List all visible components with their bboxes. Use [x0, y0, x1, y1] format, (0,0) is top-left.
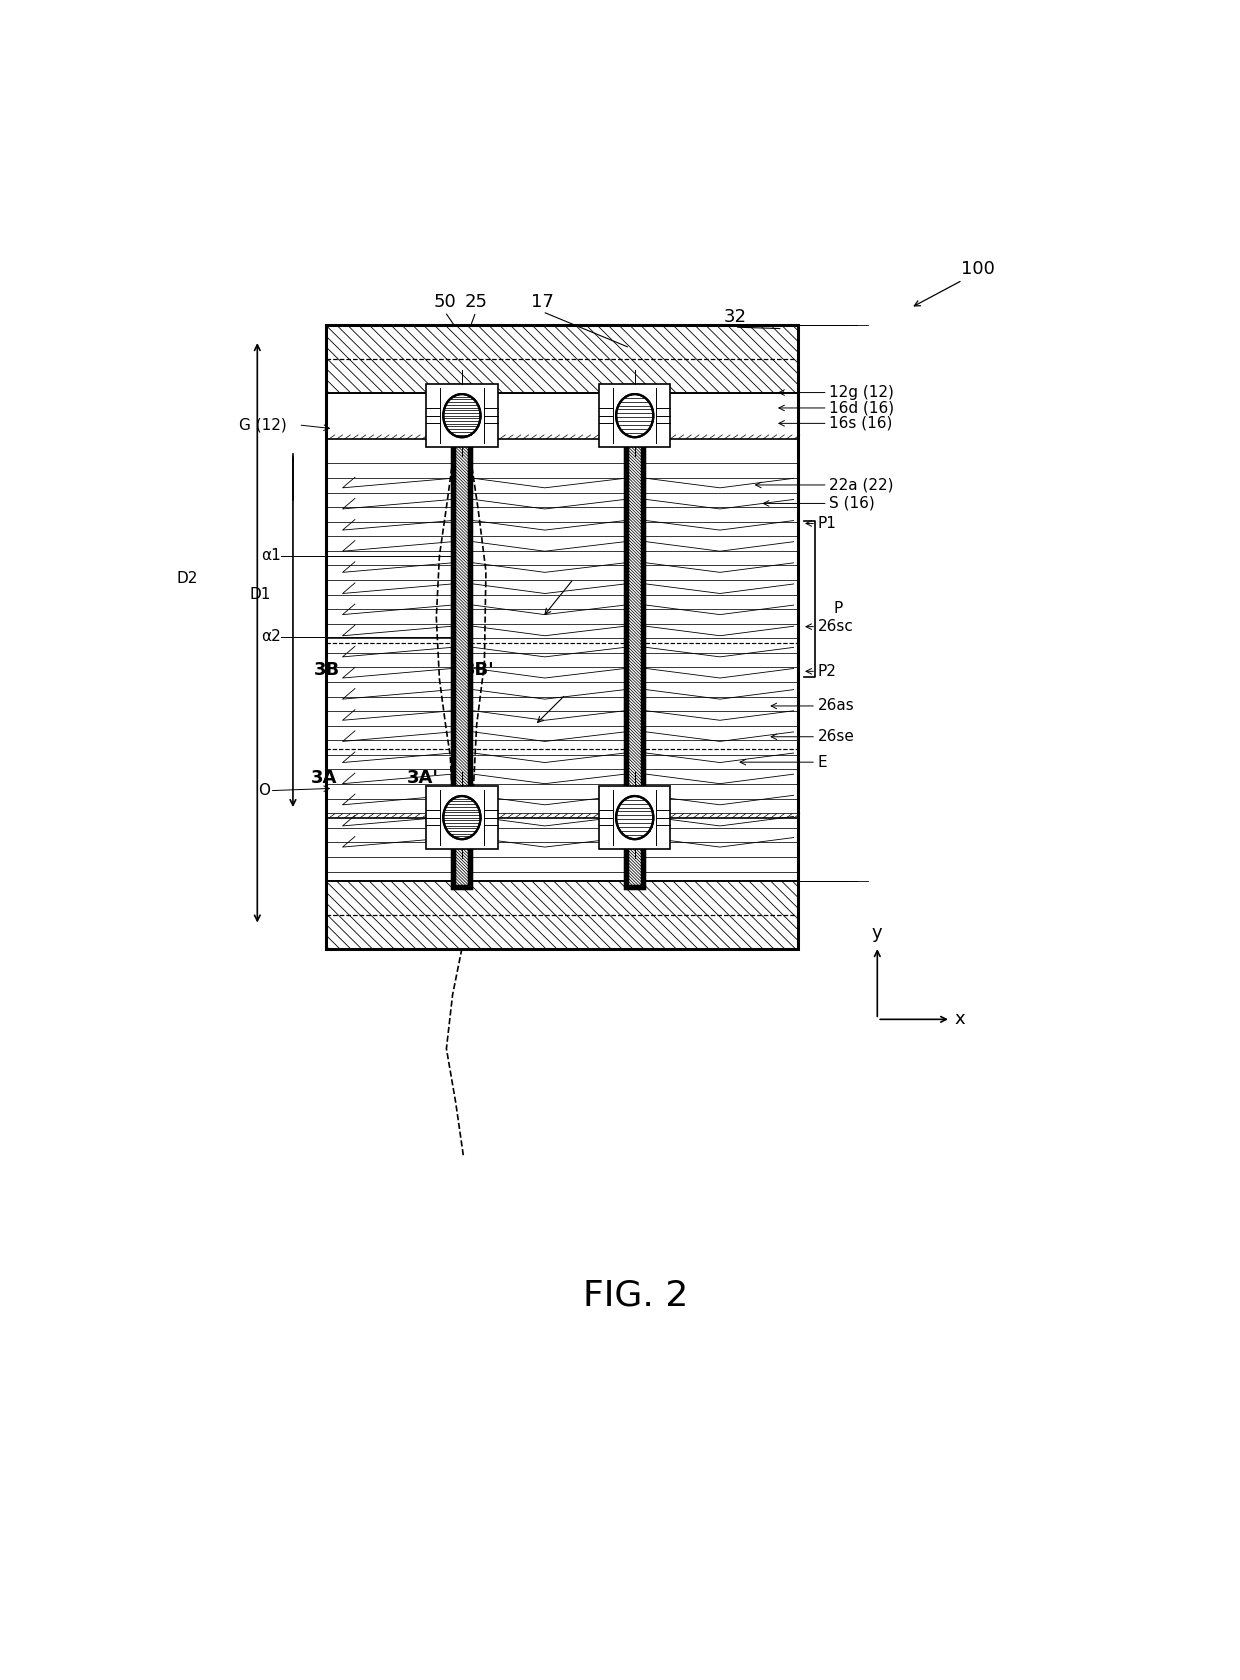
- Text: D1: D1: [250, 586, 272, 601]
- Ellipse shape: [444, 796, 481, 840]
- Bar: [454, 386, 470, 887]
- Text: FIG. 2: FIG. 2: [583, 1278, 688, 1312]
- Text: 3B: 3B: [314, 660, 340, 679]
- Text: P: P: [833, 601, 842, 615]
- Text: 50: 50: [434, 292, 456, 311]
- Bar: [427, 385, 497, 447]
- Text: 26as: 26as: [817, 699, 854, 714]
- Text: 3A': 3A': [407, 768, 439, 786]
- Text: 26sc: 26sc: [817, 620, 853, 633]
- Text: 12g (12): 12g (12): [830, 385, 894, 400]
- Ellipse shape: [616, 796, 653, 840]
- Ellipse shape: [616, 395, 653, 437]
- Text: 16s (16): 16s (16): [830, 417, 893, 430]
- Bar: [325, 324, 799, 393]
- Text: x: x: [955, 1010, 966, 1028]
- Text: D2: D2: [177, 571, 198, 586]
- Text: P1: P1: [817, 516, 837, 531]
- Bar: [325, 880, 799, 949]
- Text: 22a (22): 22a (22): [830, 477, 894, 492]
- Bar: [325, 324, 799, 393]
- Bar: [325, 324, 799, 949]
- Text: 100: 100: [961, 260, 994, 279]
- Text: S (16): S (16): [830, 496, 875, 511]
- Text: α2: α2: [260, 628, 280, 643]
- Text: 16d (16): 16d (16): [830, 400, 894, 415]
- Bar: [454, 386, 470, 887]
- Text: P2: P2: [817, 664, 837, 679]
- Bar: [599, 385, 671, 447]
- Bar: [427, 786, 497, 848]
- Ellipse shape: [444, 395, 481, 437]
- Text: 32: 32: [723, 309, 746, 326]
- Text: 17: 17: [531, 292, 554, 311]
- Text: G (12): G (12): [238, 417, 286, 432]
- Bar: [626, 386, 644, 887]
- Text: E: E: [817, 754, 827, 769]
- Text: O: O: [258, 783, 270, 798]
- Text: 3A: 3A: [311, 768, 337, 786]
- Bar: [626, 386, 644, 887]
- Text: α1: α1: [260, 548, 280, 563]
- Text: 3B': 3B': [463, 660, 495, 679]
- Bar: [599, 786, 671, 848]
- Text: 26se: 26se: [817, 729, 854, 744]
- Text: 25: 25: [464, 292, 487, 311]
- Bar: [325, 880, 799, 949]
- Text: y: y: [872, 924, 883, 942]
